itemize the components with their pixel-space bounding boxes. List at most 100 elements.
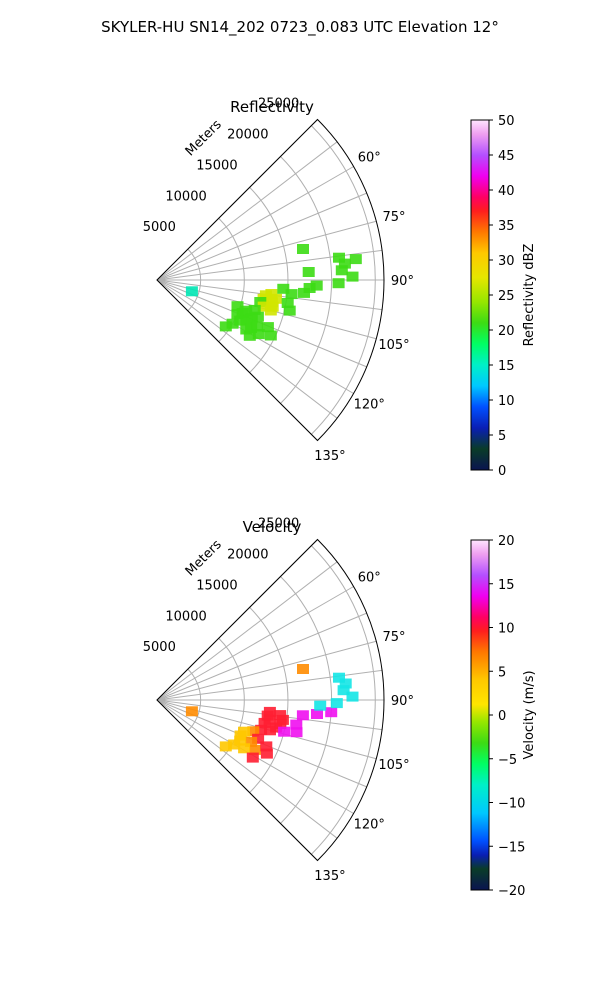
echo-cell [261, 322, 274, 333]
azimuth-gridline [156, 561, 338, 701]
colorbar-label: Velocity (m/s) [522, 670, 537, 759]
echo-cell [296, 710, 309, 721]
colorbar-tick-label: 0 [498, 464, 506, 479]
echo-cell [264, 330, 277, 341]
radial-tick-label: 25000 [258, 97, 299, 112]
echo-cell [255, 724, 268, 735]
echo-cell [337, 685, 350, 696]
azimuth-gridline [156, 699, 338, 839]
echo-cell [310, 280, 323, 291]
radial-axis-label: Meters [183, 117, 225, 159]
azimuth-gridline [156, 279, 338, 419]
radial-tick-label: 20000 [227, 128, 268, 143]
colorbar-tick-label: 30 [498, 254, 515, 269]
colorbar-label: Reflectivity dBZ [522, 244, 537, 347]
radial-axis-label: Meters [183, 537, 225, 579]
azimuth-tick-label: 90° [391, 694, 414, 709]
colorbar-tick-label: −15 [498, 840, 525, 855]
echo-cell [330, 698, 343, 709]
azimuth-tick-label: 120° [354, 818, 385, 833]
echo-cell [260, 748, 273, 759]
echo-cell [252, 733, 265, 744]
colorbar-tick-label: 50 [498, 114, 515, 129]
echo-cell [219, 741, 232, 752]
echo-cell [303, 283, 316, 293]
colorbar-tick-label: 45 [498, 149, 515, 164]
colorbar-tick-label: 5 [498, 665, 506, 680]
azimuth-tick-label: 75° [382, 630, 405, 645]
azimuth-gridline [156, 612, 367, 701]
echo-cell [285, 289, 298, 300]
azimuth-tick-label: 135° [314, 449, 345, 464]
echo-cell [249, 744, 261, 755]
sector-outline [156, 538, 385, 862]
azimuth-gridline [156, 192, 367, 281]
echo-cell [231, 309, 244, 320]
echo-cell [325, 707, 338, 718]
colorbar-tick-label: −20 [498, 884, 525, 899]
colorbar-tick-label: −5 [498, 753, 517, 768]
echo-cell [277, 283, 290, 294]
colorbar-tick-label: 5 [498, 429, 506, 444]
colorbar-tick-label: 15 [498, 578, 515, 593]
echo-cell [311, 709, 323, 719]
echo-cell [339, 678, 352, 689]
echo-cell [283, 305, 296, 316]
radial-tick-label: 10000 [165, 189, 206, 204]
echo-cell [185, 706, 198, 717]
radial-tick-label: 15000 [196, 578, 237, 593]
azimuth-gridline [156, 166, 354, 281]
echo-cell [290, 727, 303, 738]
echo-cell [243, 330, 256, 341]
echo-cell [228, 739, 241, 750]
echo-cell [281, 298, 294, 308]
colorbar-tick-label: 40 [498, 184, 515, 199]
radial-tick-label: 5000 [143, 640, 176, 655]
radial-tick-label: 20000 [227, 548, 268, 563]
echo-cell [231, 301, 244, 312]
echo-cell [226, 318, 239, 329]
velocity-panel: Velocity 5000 10000 15000 20000 25000 Meters 60… [143, 517, 537, 899]
radial-tick-label: 5000 [143, 220, 176, 235]
echo-cell [346, 271, 359, 282]
colorbar-tick-label: 0 [498, 709, 506, 724]
figure-suptitle: SKYLER-HU SN14_202 0723_0.083 UTC Elevat… [101, 18, 499, 37]
azimuth-tick-label: 120° [354, 398, 385, 413]
colorbar-tick-label: −10 [498, 797, 525, 812]
colorbar-tick-label: 10 [498, 622, 515, 637]
echo-cell [338, 258, 351, 269]
azimuth-tick-label: 90° [391, 274, 414, 289]
echo-cell [302, 267, 315, 277]
echo-cell [270, 722, 283, 733]
echo-cell [332, 278, 345, 289]
echo-cell [346, 691, 359, 702]
echo-cell [234, 315, 247, 326]
echo-cell [246, 752, 259, 763]
echo-cell [234, 730, 247, 741]
colorbar [470, 119, 490, 471]
echo-cell [258, 717, 271, 728]
echo-cell [335, 265, 348, 276]
azimuth-tick-label: 60° [358, 150, 381, 165]
echo-cell [297, 664, 309, 674]
echo-cell [234, 735, 247, 746]
echo-cell [185, 286, 198, 297]
colorbar-tick-label: 10 [498, 394, 515, 409]
echo-cell [290, 719, 303, 730]
reflectivity-panel: Reflectivity 5000 10000 15000 20000 25000 Mete… [143, 97, 537, 479]
azimuth-tick-label: 105° [378, 758, 409, 773]
azimuth-gridline [156, 586, 354, 701]
echo-cell [248, 304, 261, 315]
azimuth-tick-label: 105° [378, 338, 409, 353]
echo-cell [314, 700, 327, 711]
echo-cell [257, 301, 270, 312]
azimuth-tick-label: 60° [358, 570, 381, 585]
echo-cell [240, 314, 253, 325]
echo-cell [260, 741, 273, 752]
azimuth-gridline [156, 141, 338, 281]
azimuth-gridline [156, 640, 377, 701]
echo-cell [240, 324, 253, 335]
echo-cell [252, 329, 265, 340]
